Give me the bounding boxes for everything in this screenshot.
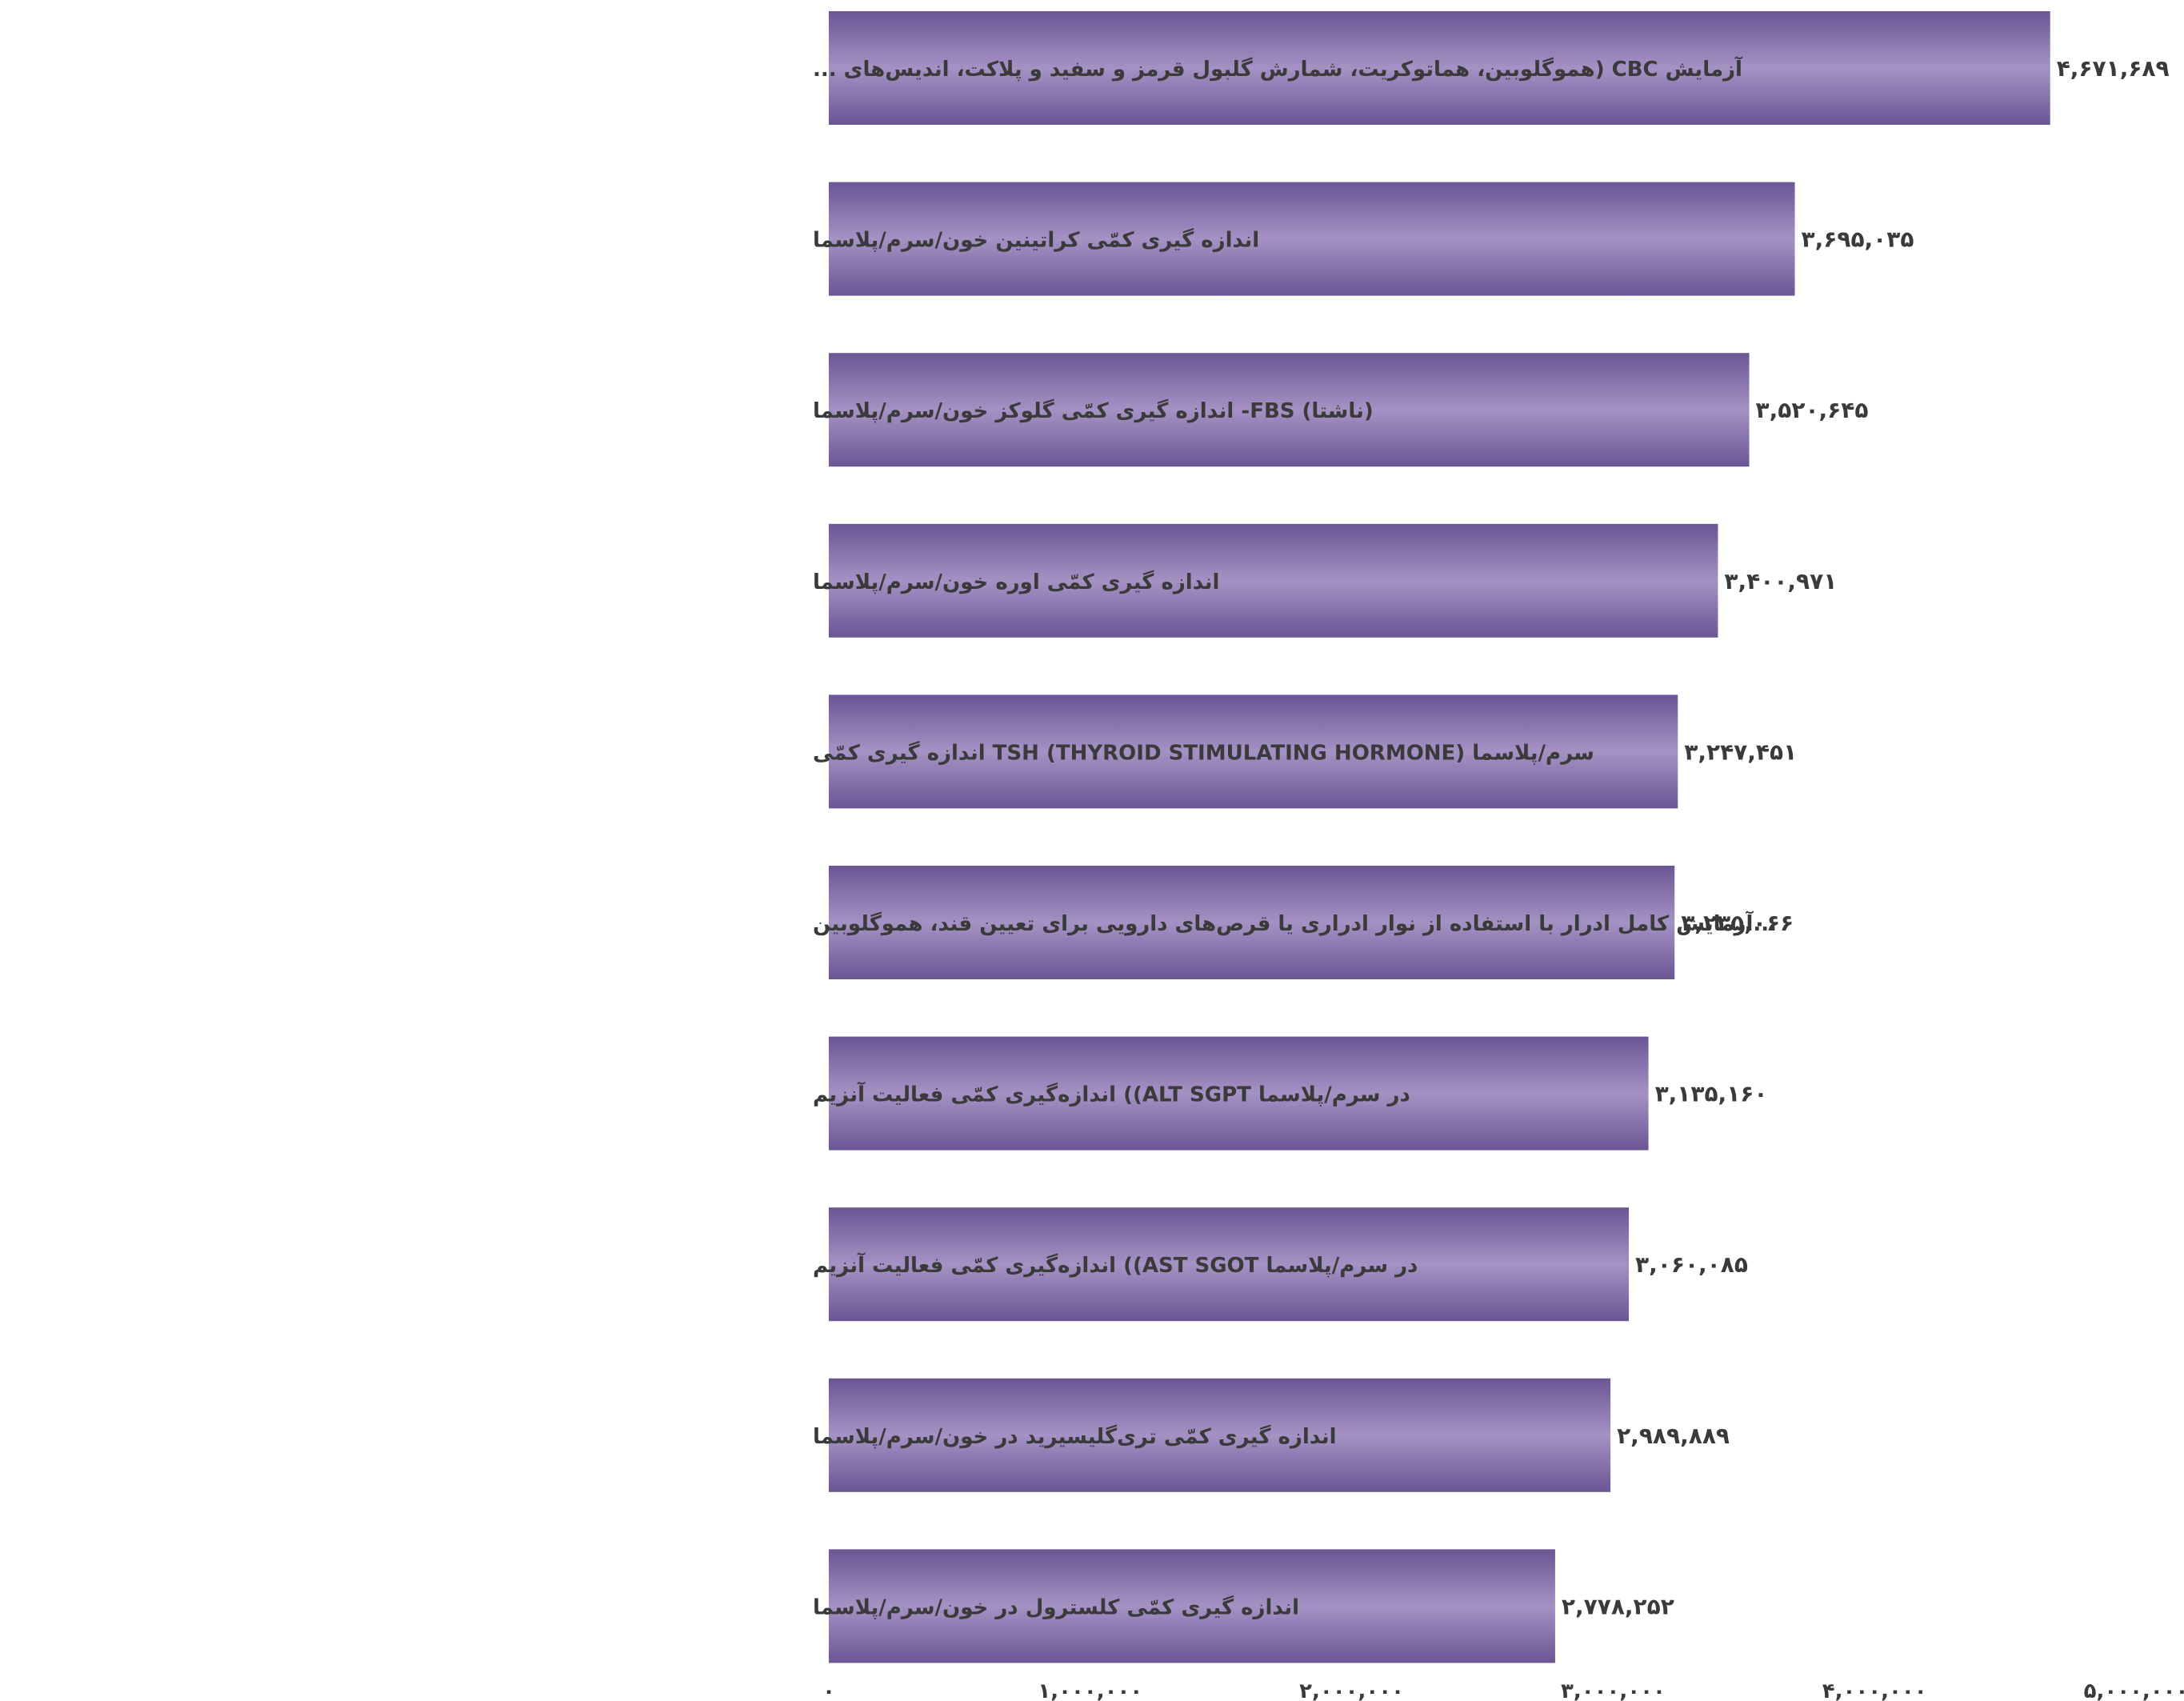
- category-label: اندازه گیری کمّی تری‌گلیسیرید در خون/سرم…: [813, 1424, 1337, 1449]
- bar: [829, 1378, 1611, 1492]
- value-label: ۳,۰۶۰,۰۸۵: [1635, 1251, 1748, 1278]
- category-label: آزمایش CBC (هموگلوبین، هماتوکریت، شمارش …: [813, 56, 1743, 82]
- bar: [829, 694, 1678, 809]
- category-label: در سرم/پلاسما AST SGOT)) اندازه‌گیری کمّ…: [813, 1252, 1418, 1278]
- x-tick-label: ۳,۰۰۰,۰۰۰: [1561, 1679, 1666, 1701]
- x-tick-label: ۵,۰۰۰,۰۰۰: [2084, 1679, 2184, 1701]
- category-label: اندازه گیری کمّی کلسترول در خون/سرم/پلاس…: [813, 1595, 1299, 1619]
- value-label: ۴,۶۷۱,۶۸۹: [2057, 55, 2170, 82]
- category-label: ...آزمایش کامل ادرار با استفاده از نوار …: [813, 911, 1777, 936]
- value-label: ۳,۲۴۷,۴۵۱: [1684, 738, 1797, 765]
- value-label: ۳,۵۲۰,۶۴۵: [1756, 397, 1869, 423]
- x-tick-label: ۲,۰۰۰,۰۰۰: [1299, 1679, 1404, 1701]
- category-labels-group: آزمایش CBC (هموگلوبین، هماتوکریت، شمارش …: [813, 56, 1777, 1619]
- category-label: در سرم/پلاسما ALT SGPT)) اندازه‌گیری کمّ…: [813, 1082, 1410, 1107]
- bar: [829, 353, 1750, 467]
- bar: [829, 523, 1718, 638]
- category-label: اندازه گیری کمّی کراتینین خون/سرم/پلاسما: [813, 228, 1259, 253]
- value-label: ۳,۲۳۵,۰۶۶: [1681, 910, 1794, 936]
- bar: [829, 11, 2050, 125]
- value-label: ۳,۱۳۵,۱۶۰: [1655, 1081, 1768, 1107]
- x-tick-label: ۴,۰۰۰,۰۰۰: [1822, 1679, 1927, 1701]
- bar: [829, 1207, 1630, 1322]
- bars-group: [829, 11, 2050, 1663]
- value-label: ۲,۹۸۹,۸۸۹: [1617, 1423, 1730, 1449]
- bar: [829, 866, 1675, 979]
- value-label: ۳,۶۹۵,۰۳۵: [1802, 226, 1914, 253]
- x-axis-ticks-group: ۰ ۱,۰۰۰,۰۰۰ ۲,۰۰۰,۰۰۰ ۳,۰۰۰,۰۰۰ ۴,۰۰۰,۰۰۰ ۵,۰…: [822, 1679, 2184, 1701]
- x-tick-label: ۰: [822, 1679, 835, 1701]
- value-label: ۲,۷۷۸,۲۵۲: [1562, 1593, 1674, 1619]
- value-labels-group: ۴,۶۷۱,۶۸۹ ۳,۶۹۵,۰۳۵ ۳,۵۲۰,۶۴۵ ۳,۴۰۰,۹۷۱ ۳,۲۴…: [1562, 55, 2170, 1619]
- bar: [829, 1549, 1555, 1663]
- value-label: ۳,۴۰۰,۹۷۱: [1724, 568, 1837, 594]
- category-label: (ناشتا) FBS- اندازه گیری کمّی گلوکز خون/…: [813, 398, 1374, 423]
- category-label: سرم/پلاسما TSH (THYROID STIMULATING HORM…: [813, 740, 1594, 765]
- bar: [829, 182, 1795, 296]
- bar: [829, 1036, 1649, 1151]
- category-label: اندازه گیری کمّی اوره خون/سرم/پلاسما: [813, 570, 1219, 594]
- x-tick-label: ۱,۰۰۰,۰۰۰: [1038, 1679, 1142, 1701]
